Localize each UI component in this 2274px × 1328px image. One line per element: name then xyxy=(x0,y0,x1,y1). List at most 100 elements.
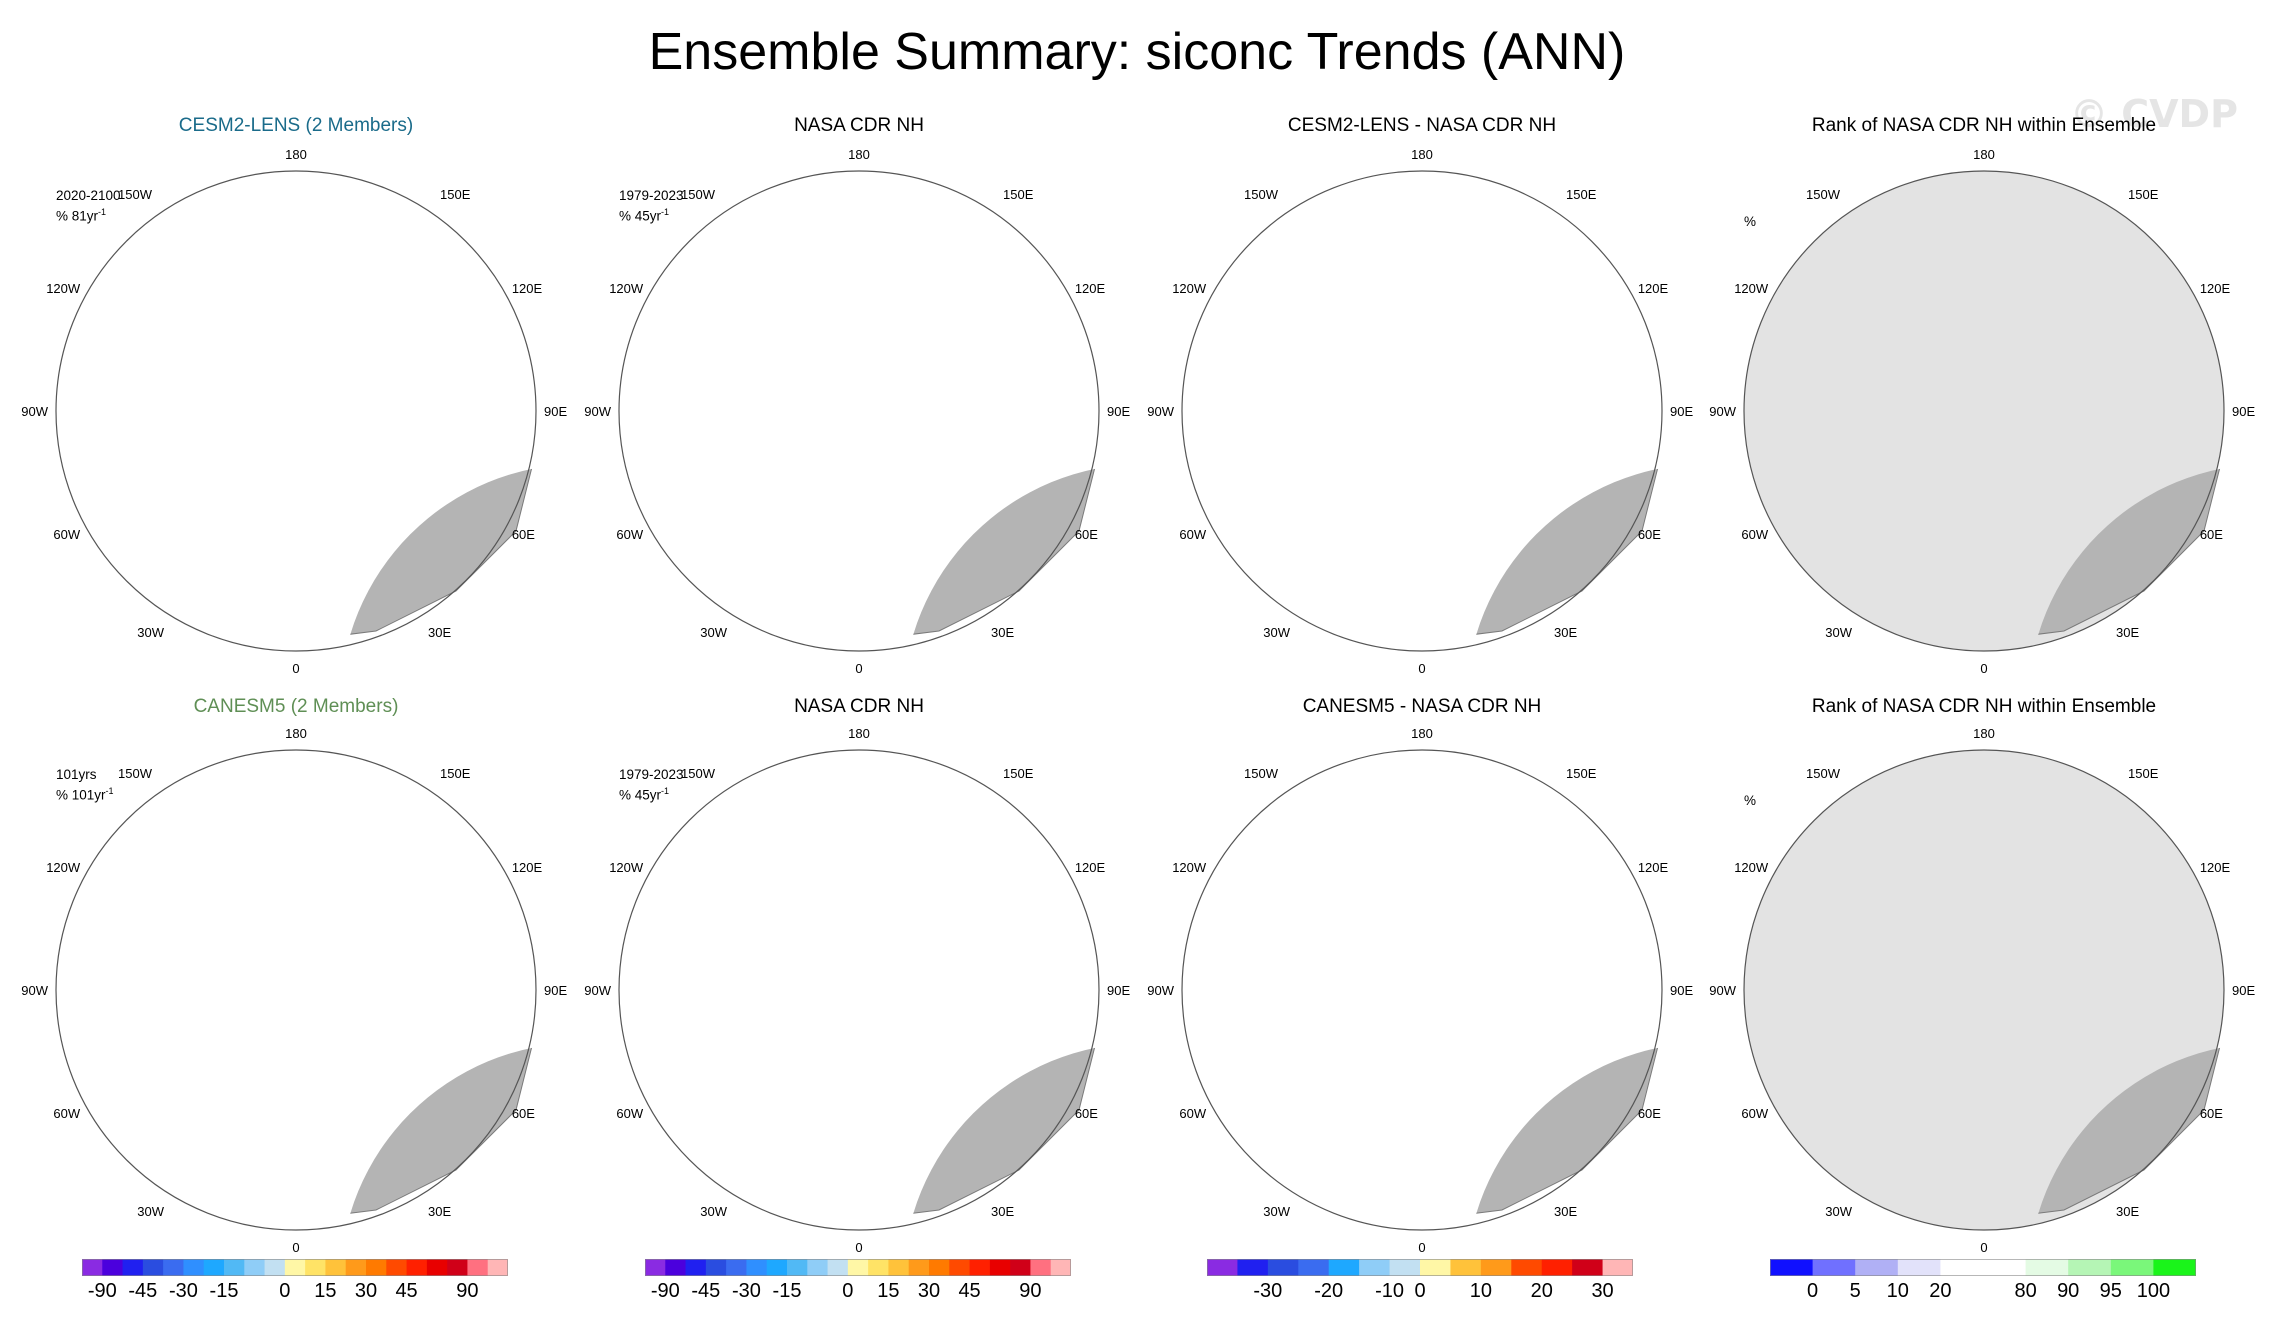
longitude-label: 150W xyxy=(118,187,153,202)
longitude-label: 60E xyxy=(512,1106,535,1121)
polar-map: 180 150W 150E 120W 120E 90W 90E 60W 60E 30W 30E 0 xyxy=(21,726,567,1255)
colorbar-swatch xyxy=(989,1259,1011,1276)
colorbar-swatch xyxy=(1050,1259,1072,1276)
colorbar-tick-label: 0 xyxy=(1807,1280,1819,1302)
colorbar-swatch xyxy=(1010,1259,1031,1276)
colorbar-swatch xyxy=(447,1259,468,1276)
longitude-label: 90W xyxy=(21,983,48,998)
longitude-label: 120E xyxy=(2200,860,2231,875)
polar-map: 180 150W 150E 120W 120E 90W 90E 60W 60E 30W 30E 0 xyxy=(1147,147,1693,676)
longitude-label: 60W xyxy=(1179,1106,1206,1121)
colorbar-tick-label: -30 xyxy=(1253,1280,1283,1302)
colorbar-tick-label: 90 xyxy=(456,1280,479,1302)
panel-title: CESM2-LENS (2 Members) xyxy=(178,115,414,136)
colorbar-swatch xyxy=(244,1259,266,1276)
panel-period-note: % xyxy=(1744,793,1757,808)
main-title: Ensemble Summary: siconc Trends (ANN) xyxy=(648,23,1626,81)
colorbar-swatch xyxy=(827,1259,849,1276)
map-panel: CANESM5 (2 Members) 101yrs% 101yr-1 180 150… xyxy=(12,696,580,1277)
longitude-label: 180 xyxy=(285,726,307,741)
colorbar-swatch xyxy=(1267,1259,1299,1276)
longitude-label: 90E xyxy=(544,404,567,419)
longitude-label: 120W xyxy=(609,860,644,875)
longitude-label: 30W xyxy=(700,625,727,640)
colorbar-swatch xyxy=(325,1259,347,1276)
longitude-label: 30W xyxy=(1263,1204,1290,1219)
longitude-label: 90E xyxy=(544,983,567,998)
colorbar-tick-label: -15 xyxy=(772,1280,802,1302)
colorbar-swatch xyxy=(746,1259,768,1276)
colorbar-swatch xyxy=(122,1259,144,1276)
longitude-label: 120E xyxy=(1075,860,1106,875)
longitude-label: 60E xyxy=(1075,527,1098,542)
colorbar-swatch xyxy=(888,1259,910,1276)
colorbar-swatch xyxy=(1480,1259,1512,1276)
panel-title: Rank of NASA CDR NH within Ensemble xyxy=(1811,115,2157,136)
colorbar-swatch xyxy=(726,1259,747,1276)
colorbar-swatch xyxy=(1298,1259,1330,1276)
longitude-label: 30W xyxy=(1825,625,1852,640)
longitude-label: 60E xyxy=(2200,1106,2223,1121)
colorbar xyxy=(82,1259,509,1282)
longitude-label: 120W xyxy=(46,281,81,296)
colorbar-tick-label: 30 xyxy=(354,1280,378,1302)
colorbar-tick-label: -45 xyxy=(691,1280,721,1302)
polar-map: 180 150W 150E 120W 120E 90W 90E 60W 60E 30W 30E 0 xyxy=(1709,147,2255,676)
longitude-label: 180 xyxy=(1973,147,1995,162)
polar-map: 180 150W 150E 120W 120E 90W 90E 60W 60E 30W 30E 0 xyxy=(1147,726,1693,1255)
watermark: © CVDP xyxy=(2070,92,2238,136)
longitude-label: 120W xyxy=(609,281,644,296)
longitude-label: 90W xyxy=(1709,404,1736,419)
colorbar-swatch xyxy=(1602,1259,1634,1276)
map-panel: NASA CDR NH 1979-2023% 45yr-1 180 150W 150E 1… xyxy=(575,696,1143,1277)
colorbar-tick-label: 0 xyxy=(842,1280,854,1302)
colorbar-tick-label: 20 xyxy=(1530,1280,1553,1302)
colorbar-swatch xyxy=(1940,1259,1984,1276)
colorbar-swatch xyxy=(807,1259,829,1276)
map-boundary xyxy=(1181,170,1663,652)
colorbar-swatch xyxy=(1237,1259,1269,1276)
colorbar-swatch xyxy=(1511,1259,1543,1276)
colorbar-tick-label: 15 xyxy=(877,1280,900,1302)
longitude-label: 60W xyxy=(1741,527,1768,542)
colorbar-tick-label: 45 xyxy=(395,1280,418,1302)
colorbar-tick-label: 95 xyxy=(2099,1280,2122,1302)
longitude-label: 0 xyxy=(855,661,862,676)
colorbar-swatch xyxy=(264,1259,286,1276)
colorbar-swatch xyxy=(1420,1259,1451,1276)
longitude-label: 60E xyxy=(512,527,535,542)
colorbar-tick-label: 45 xyxy=(958,1280,981,1302)
longitude-label: 90W xyxy=(21,404,48,419)
colorbar-swatch xyxy=(1983,1259,2027,1276)
colorbar-swatch xyxy=(1572,1259,1604,1276)
longitude-label: 30W xyxy=(137,625,164,640)
longitude-label: 0 xyxy=(1418,661,1425,676)
longitude-label: 0 xyxy=(855,1240,862,1255)
longitude-label: 150W xyxy=(1806,766,1841,781)
longitude-label: 60E xyxy=(1075,1106,1098,1121)
longitude-label: 120E xyxy=(512,281,543,296)
colorbar xyxy=(1770,1259,2197,1282)
longitude-label: 30W xyxy=(1825,1204,1852,1219)
polar-map: 180 150W 150E 120W 120E 90W 90E 60W 60E 30W 30E 0 xyxy=(1709,726,2255,1255)
longitude-label: 180 xyxy=(1411,147,1433,162)
longitude-label: 120W xyxy=(1172,281,1207,296)
longitude-label: 120W xyxy=(1172,860,1207,875)
longitude-label: 180 xyxy=(285,147,307,162)
longitude-label: 30W xyxy=(700,1204,727,1219)
longitude-label: 0 xyxy=(1980,661,1987,676)
longitude-label: 120W xyxy=(46,860,81,875)
colorbar-swatch xyxy=(2153,1259,2197,1276)
longitude-label: 30E xyxy=(428,625,451,640)
colorbar-swatch xyxy=(487,1259,509,1276)
longitude-label: 90E xyxy=(1670,983,1693,998)
longitude-label: 120E xyxy=(1638,281,1669,296)
colorbar-swatch xyxy=(406,1259,428,1276)
colorbar-swatch xyxy=(1897,1259,1941,1276)
colorbar-tick-label: 80 xyxy=(2014,1280,2037,1302)
longitude-label: 150W xyxy=(1806,187,1841,202)
colorbar xyxy=(1207,1259,1634,1282)
colorbar-tick-label: -30 xyxy=(731,1280,761,1302)
colorbar-swatch xyxy=(142,1259,164,1276)
colorbar-swatch xyxy=(1450,1259,1482,1276)
